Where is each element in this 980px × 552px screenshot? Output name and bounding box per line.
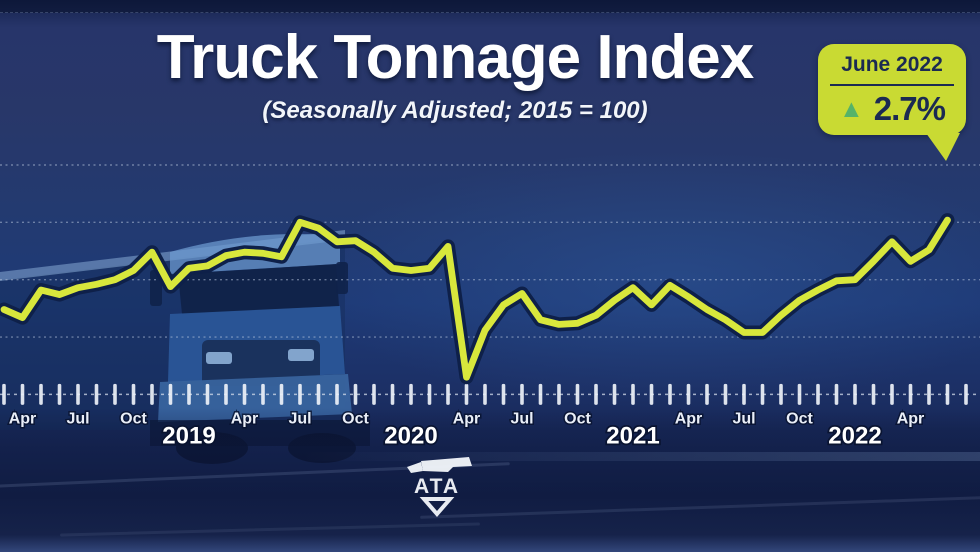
callout-change-row: ▲ 2.7% bbox=[818, 89, 966, 129]
page-title: Truck Tonnage Index bbox=[156, 23, 755, 92]
callout-date-label: June 2022 bbox=[841, 53, 943, 76]
tonnage-line bbox=[0, 213, 955, 385]
x-axis bbox=[0, 383, 980, 405]
callout-bubble: June 2022 ▲ 2.7% bbox=[818, 44, 966, 161]
logo-triangle bbox=[419, 497, 455, 518]
top-border-band bbox=[0, 0, 980, 13]
svg-text:Jul: Jul bbox=[66, 410, 89, 427]
road-horizon-highlight bbox=[300, 452, 980, 461]
svg-text:Jul: Jul bbox=[510, 410, 533, 427]
logo-text: ATA bbox=[414, 475, 460, 498]
svg-text:2019: 2019 bbox=[162, 422, 215, 449]
svg-text:Oct: Oct bbox=[786, 410, 813, 427]
logo-truck-trailer bbox=[421, 457, 472, 472]
svg-text:Jul: Jul bbox=[732, 410, 755, 427]
up-arrow-icon: ▲ bbox=[839, 94, 864, 123]
callout-tail bbox=[926, 133, 960, 161]
svg-text:2021: 2021 bbox=[606, 422, 659, 449]
chart-subtitle: (Seasonally Adjusted; 2015 = 100) bbox=[262, 97, 648, 125]
svg-text:Oct: Oct bbox=[564, 410, 591, 427]
chart-header: Truck Tonnage Index (Seasonally Adjusted… bbox=[0, 26, 910, 125]
gridlines bbox=[0, 164, 980, 338]
svg-text:Apr: Apr bbox=[675, 410, 703, 427]
callout-change-value: 2.7% bbox=[873, 90, 946, 127]
road-background bbox=[0, 408, 980, 552]
logo-truck-cab bbox=[407, 462, 423, 473]
x-axis-labels: Apr Jul Oct 2019 Apr Jul Oct 2020 Apr Jul Oct 2021 A… bbox=[7, 409, 926, 451]
svg-text:Apr: Apr bbox=[453, 410, 481, 427]
svg-text:Oct: Oct bbox=[120, 410, 147, 427]
ata-logo-graphic: ATA bbox=[407, 457, 472, 518]
svg-text:Apr: Apr bbox=[231, 410, 259, 427]
svg-text:Jul: Jul bbox=[288, 410, 311, 427]
svg-text:2020: 2020 bbox=[384, 422, 437, 449]
ata-logo: ATA bbox=[395, 454, 479, 523]
svg-text:Oct: Oct bbox=[342, 410, 369, 427]
svg-text:Apr: Apr bbox=[897, 410, 925, 427]
callout-divider bbox=[830, 84, 954, 86]
svg-text:2022: 2022 bbox=[828, 422, 881, 449]
svg-text:Apr: Apr bbox=[9, 410, 37, 427]
